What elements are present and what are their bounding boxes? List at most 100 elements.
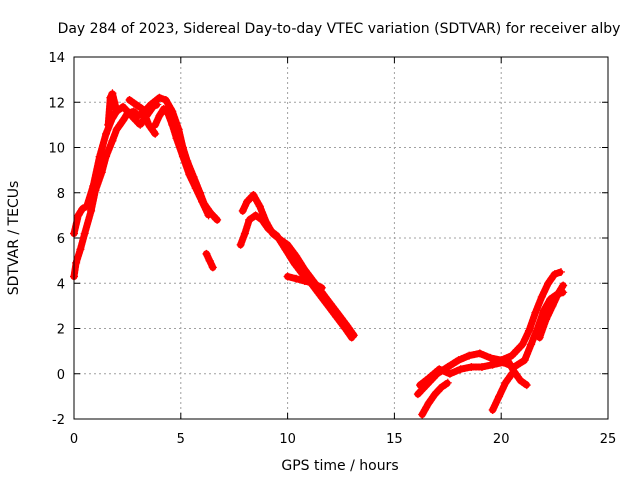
data-point-marker	[281, 245, 290, 254]
data-point-marker	[236, 240, 245, 249]
data-point-marker	[168, 120, 177, 129]
data-point-marker	[144, 120, 153, 129]
data-point-marker	[245, 215, 254, 224]
data-point-marker	[486, 353, 495, 362]
data-point-marker	[178, 152, 187, 161]
data-point-marker	[149, 102, 158, 111]
data-point-marker	[430, 390, 439, 399]
data-point-marker	[516, 376, 525, 385]
data-point-marker	[488, 405, 497, 414]
data-point-marker	[445, 369, 454, 378]
data-point-marker	[249, 191, 258, 200]
data-point-marker	[104, 120, 113, 129]
data-point-marker	[416, 381, 425, 390]
data-point-marker	[155, 111, 164, 120]
data-point-marker	[535, 333, 544, 342]
data-point-marker	[125, 109, 134, 118]
data-point-marker	[456, 365, 465, 374]
data-point-marker	[87, 206, 96, 215]
y-tick-label: -2	[52, 413, 65, 428]
data-point-marker	[131, 100, 140, 109]
x-axis-title: GPS time / hours	[281, 458, 398, 474]
data-point-marker	[309, 279, 318, 288]
data-point-marker	[315, 290, 324, 299]
data-point-marker	[72, 258, 81, 267]
data-point-marker	[292, 274, 301, 283]
data-point-marker	[347, 333, 356, 342]
data-point-marker	[520, 356, 529, 365]
data-point-marker	[102, 129, 111, 138]
data-point-marker	[548, 301, 557, 310]
data-point-marker	[238, 206, 247, 215]
data-point-marker	[454, 356, 463, 365]
y-tick-label: 2	[57, 323, 65, 338]
y-tick-label: 10	[48, 142, 65, 157]
data-point-marker	[257, 215, 266, 224]
data-point-marker	[112, 107, 121, 116]
data-point-marker	[198, 197, 207, 206]
x-tick-label: 20	[493, 432, 510, 447]
data-point-marker	[213, 215, 222, 224]
data-point-marker	[467, 362, 476, 371]
data-point-marker	[475, 349, 484, 358]
data-point-marker	[159, 105, 168, 114]
data-point-marker	[163, 109, 172, 118]
data-point-marker	[527, 340, 536, 349]
data-point-marker	[524, 326, 533, 335]
y-axis-title: SDTVAR / TECUs	[6, 181, 22, 296]
data-point-marker	[418, 410, 427, 419]
data-point-marker	[95, 152, 104, 161]
data-point-marker	[119, 102, 128, 111]
data-point-marker	[202, 249, 211, 258]
data-point-marker	[465, 351, 474, 360]
x-tick-label: 25	[600, 432, 617, 447]
data-point-marker	[283, 272, 292, 281]
data-point-marker	[510, 367, 519, 376]
data-point-marker	[542, 315, 551, 324]
data-point-marker	[507, 351, 516, 360]
data-point-marker	[501, 378, 510, 387]
data-point-marker	[488, 360, 497, 369]
y-tick-label: 6	[57, 232, 65, 247]
data-point-marker	[131, 116, 140, 125]
x-tick-label: 15	[386, 432, 403, 447]
x-tick-label: 5	[177, 432, 185, 447]
data-point-marker	[191, 184, 200, 193]
chart-title: Day 284 of 2023, Sidereal Day-to-day VTE…	[58, 21, 621, 37]
y-tick-label: 0	[57, 368, 65, 383]
data-point-marker	[255, 202, 264, 211]
data-point-marker	[240, 229, 249, 238]
y-tick-label: 8	[57, 187, 65, 202]
data-point-marker	[125, 95, 134, 104]
data-point-marker	[204, 211, 213, 220]
data-point-marker	[185, 170, 194, 179]
data-point-marker	[437, 383, 446, 392]
data-point-marker	[503, 356, 512, 365]
data-point-marker	[108, 89, 117, 98]
data-point-marker	[89, 181, 98, 190]
data-point-marker	[435, 365, 444, 374]
data-point-marker	[544, 279, 553, 288]
series-line-pass-2b	[239, 213, 354, 340]
data-point-marker	[110, 98, 119, 107]
data-point-marker	[443, 378, 452, 387]
data-point-marker	[495, 392, 504, 401]
data-point-marker	[537, 292, 546, 301]
data-point-marker	[112, 125, 121, 134]
data-point-marker	[151, 129, 160, 138]
data-point-marker	[172, 134, 181, 143]
data-traces	[70, 89, 568, 419]
data-point-marker	[518, 340, 527, 349]
series-line-pass-3e	[506, 358, 529, 387]
data-point-marker	[74, 211, 83, 220]
data-point-marker	[108, 136, 117, 145]
data-point-marker	[153, 100, 162, 109]
data-point-marker	[243, 197, 252, 206]
data-point-marker	[106, 93, 115, 102]
data-point-marker	[332, 313, 341, 322]
data-point-marker	[324, 301, 333, 310]
data-point-marker	[557, 267, 566, 276]
data-point-marker	[477, 362, 486, 371]
data-point-marker	[161, 95, 170, 104]
